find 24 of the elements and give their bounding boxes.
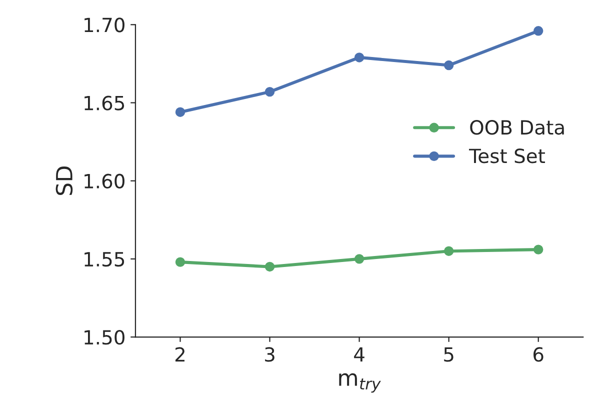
y-tick-label: 1.50	[84, 330, 124, 345]
point	[264, 86, 275, 97]
y-tick-label: 1.60	[84, 174, 124, 189]
x-tick-label: 3	[265, 347, 274, 362]
point	[354, 52, 364, 62]
y-axis-title: SD	[56, 166, 73, 195]
x-tick-label: 4	[354, 347, 364, 362]
legend-label: Test Set	[468, 148, 545, 164]
point	[175, 257, 186, 267]
point	[533, 244, 544, 254]
x-axis-title: m$_{try}$	[339, 373, 381, 393]
y-tick-label: 1.55	[84, 252, 124, 267]
x-tick-label: 6	[534, 347, 544, 362]
x-tick-label: 5	[444, 347, 454, 362]
point	[354, 254, 364, 264]
point	[444, 60, 454, 70]
point	[175, 107, 186, 117]
point	[264, 262, 275, 272]
point	[444, 246, 454, 256]
y-tick-label: 1.70	[84, 18, 124, 32]
legend-label: OOB Data	[470, 120, 564, 135]
y-tick-label: 1.65	[84, 96, 124, 110]
x-tick-label: 2	[175, 347, 184, 362]
point	[533, 26, 544, 36]
